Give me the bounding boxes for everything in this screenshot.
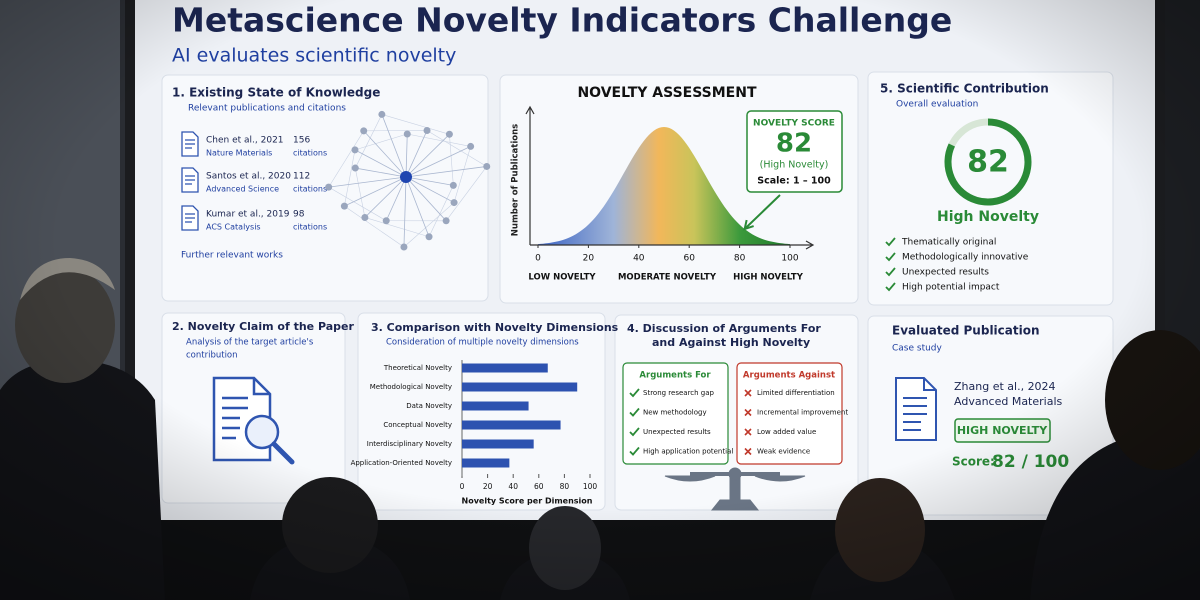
vignette [0, 0, 1200, 600]
photo: Metascience Novelty Indicators Challenge… [0, 0, 1200, 600]
